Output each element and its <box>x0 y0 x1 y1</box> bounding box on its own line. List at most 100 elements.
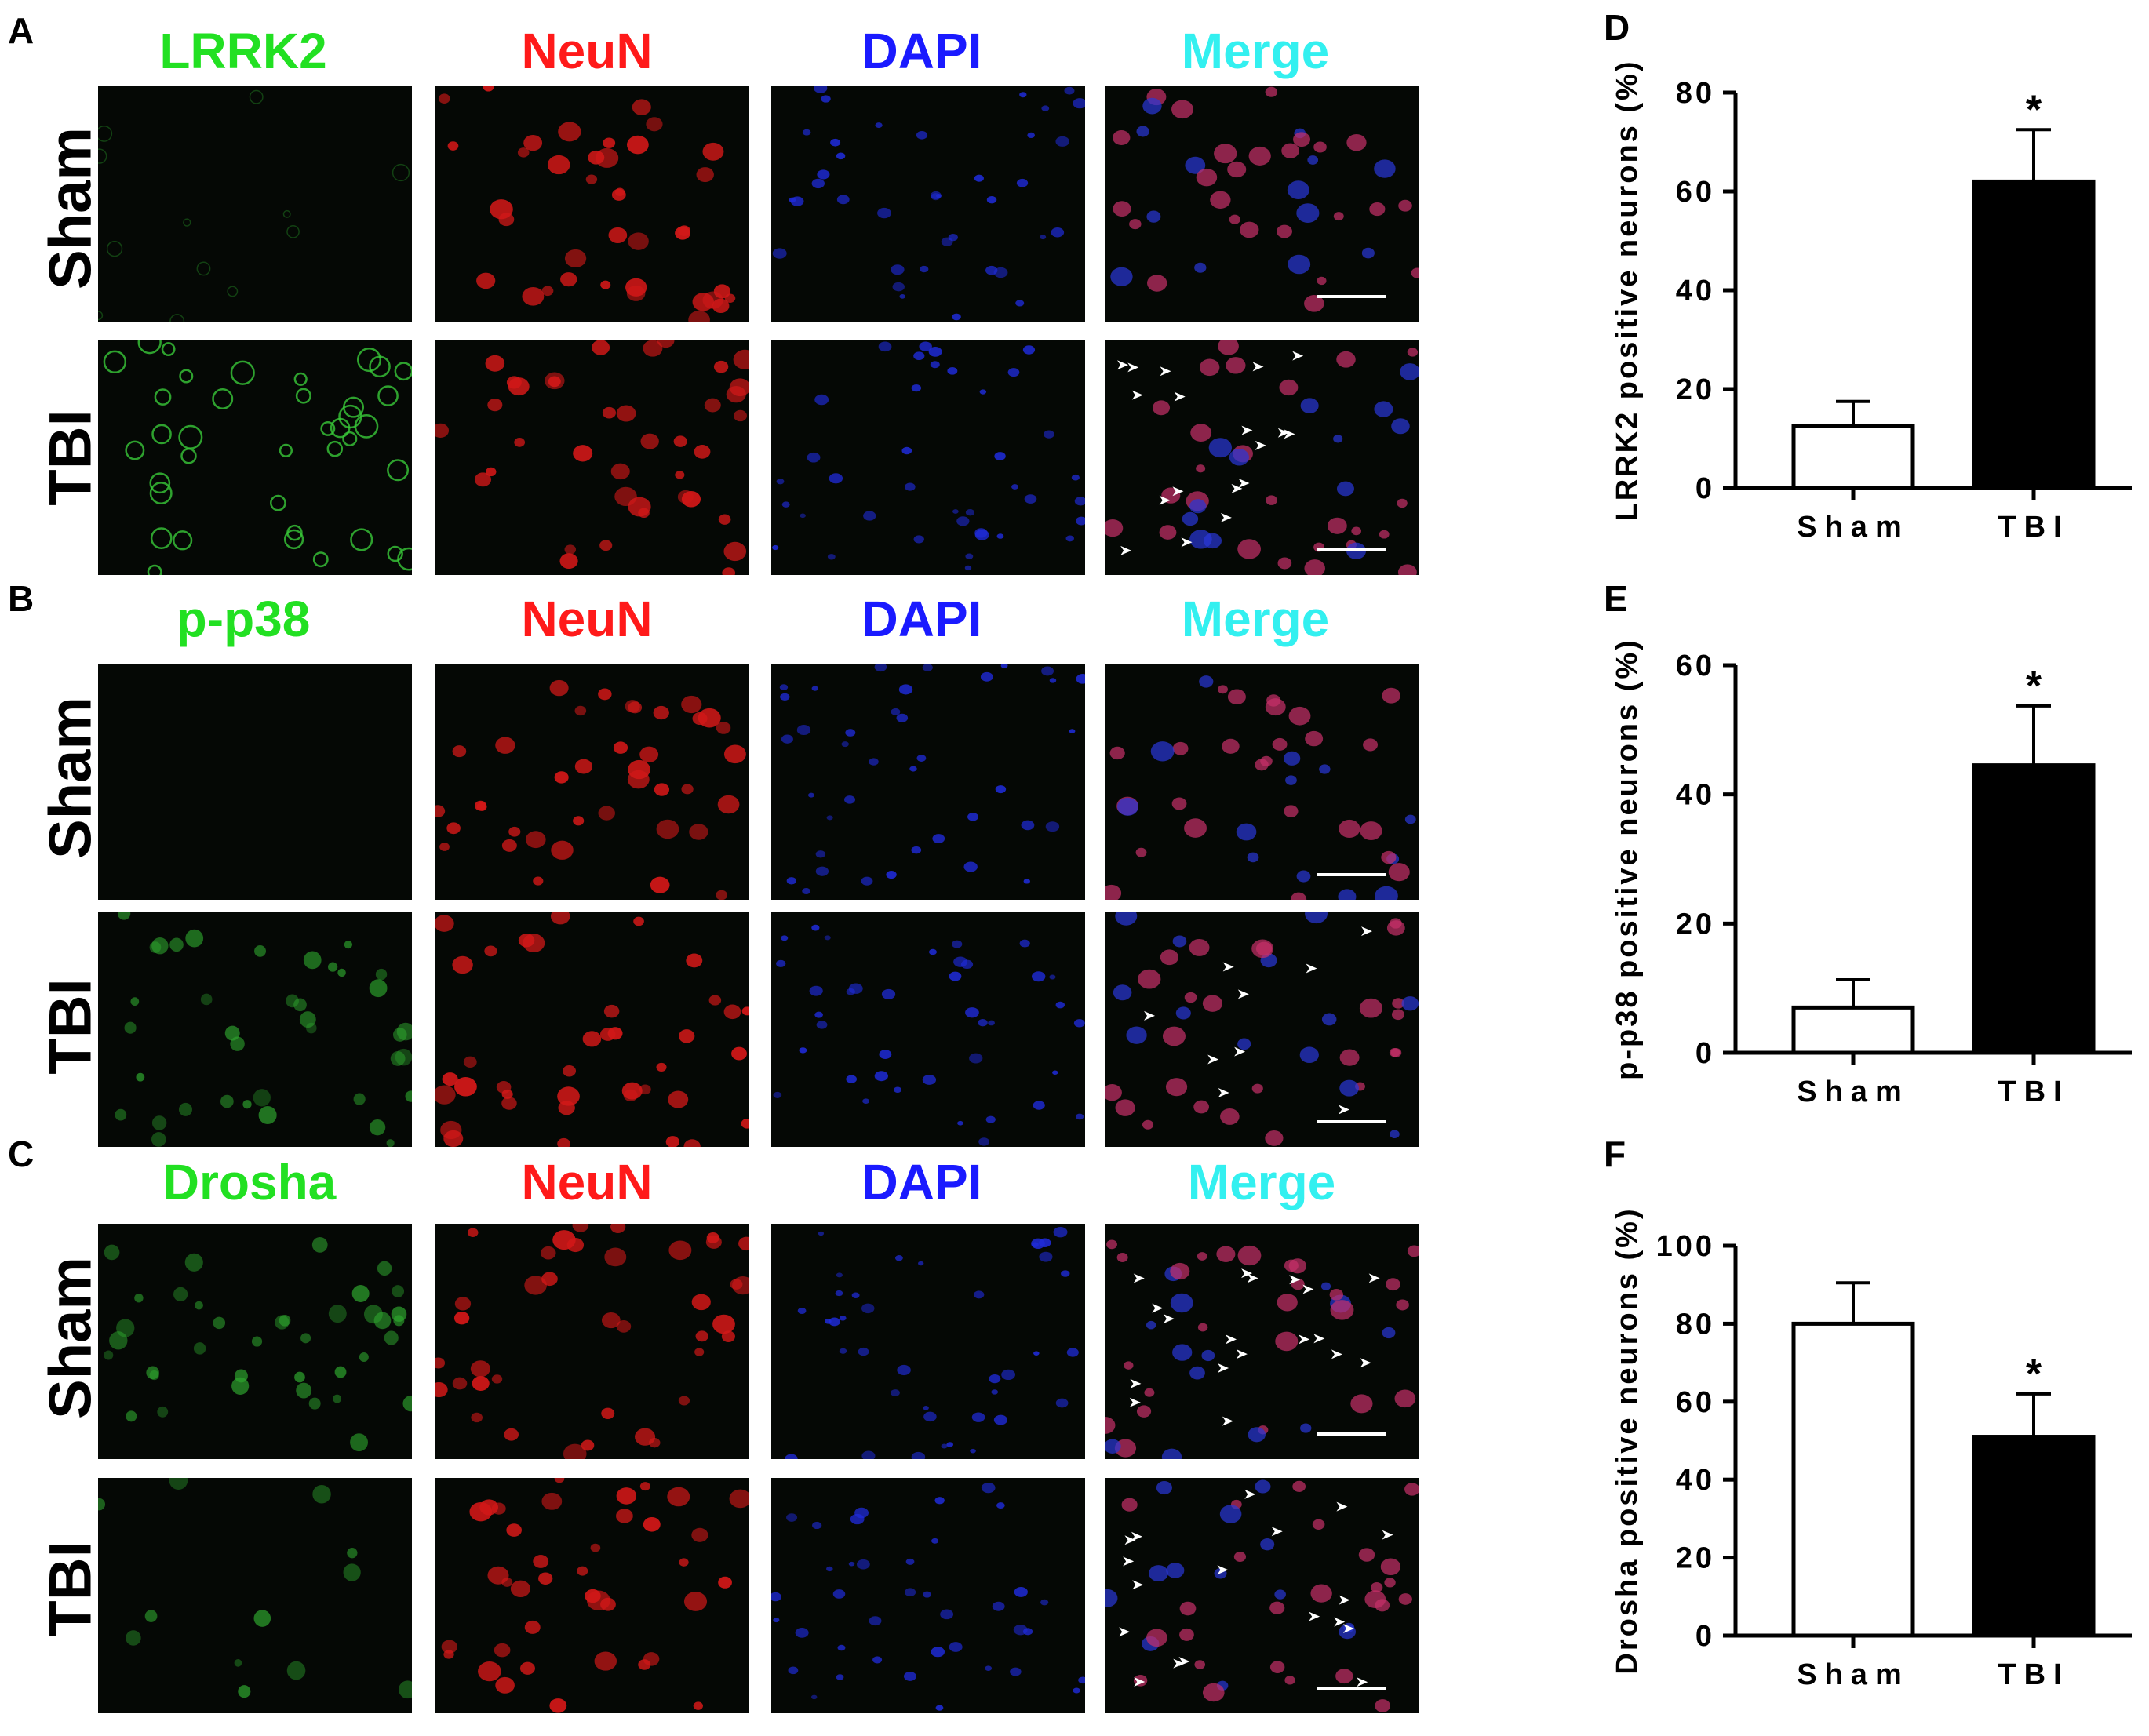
micrograph-cell <box>1022 345 1036 355</box>
micrograph-cell <box>781 734 793 744</box>
micrograph-cell <box>675 471 685 479</box>
micrograph-cell <box>377 385 399 406</box>
micrograph-cell <box>1124 1361 1134 1370</box>
micrograph-cell <box>179 369 194 384</box>
micrograph-cell <box>931 1538 939 1544</box>
micrograph-cell <box>200 993 213 1006</box>
micrograph-cell <box>1284 1259 1299 1272</box>
micrograph-cell <box>1285 775 1297 785</box>
micrograph-cell <box>1222 962 1234 972</box>
micrograph-cell <box>1330 1300 1354 1320</box>
micrograph-cell <box>932 834 945 843</box>
micrograph-cell <box>1302 1284 1314 1294</box>
micrograph-cell <box>956 516 970 526</box>
micrograph-cell <box>1252 362 1264 372</box>
micrograph-cell <box>673 435 687 447</box>
micrograph-cell <box>716 722 731 734</box>
micrograph-cell <box>234 1369 248 1383</box>
micrograph-cell <box>573 445 593 462</box>
micrograph-cell <box>796 724 811 736</box>
y-tick-label: 40 <box>1676 275 1715 308</box>
micrograph-cell <box>1110 267 1133 286</box>
micrograph-cell <box>643 1652 660 1666</box>
y-axis-label: LRRK2 positive neurons (%) <box>1611 60 1644 522</box>
micrograph-cell <box>98 311 104 321</box>
micrograph-cell <box>312 551 329 568</box>
micrograph-cell <box>919 341 932 351</box>
y-tick-label: 60 <box>1676 650 1715 682</box>
micrograph-cell <box>879 1050 892 1060</box>
micrograph-cell <box>435 423 450 438</box>
micrograph-cell <box>628 232 649 250</box>
micrograph-a-tbi-merge <box>1105 340 1419 575</box>
micrograph-cell <box>1165 1078 1188 1097</box>
micrograph-cell <box>971 1412 985 1422</box>
micrograph-cell <box>1309 1611 1320 1621</box>
micrograph-cell <box>1231 483 1243 493</box>
x-tick-label: TBI <box>1998 1075 2069 1108</box>
micrograph-cell <box>350 528 373 551</box>
micrograph-cell <box>988 1020 995 1026</box>
micrograph-cell <box>519 1661 535 1675</box>
micrograph-cell <box>786 1513 798 1522</box>
micrograph-cell <box>722 567 736 575</box>
micrograph-cell <box>1007 368 1020 377</box>
micrograph-cell <box>638 508 650 519</box>
micrograph-cell <box>779 684 789 691</box>
micrograph-texture <box>771 1482 1085 1711</box>
micrograph-cell <box>772 544 779 551</box>
micrograph-cell <box>320 420 336 436</box>
micrograph-cell <box>253 1610 271 1627</box>
micrograph-cell <box>691 1527 708 1542</box>
micrograph-cell <box>1055 136 1069 147</box>
micrograph-cell <box>1031 971 1046 982</box>
micrograph-cell <box>1160 949 1179 966</box>
micrograph-cell <box>814 86 828 93</box>
micrograph-texture <box>779 664 1085 894</box>
micrograph-cell <box>946 1442 954 1447</box>
micrograph-cell <box>616 1319 632 1333</box>
micrograph-cell <box>117 912 131 920</box>
bar-sham <box>1791 424 1915 490</box>
micrograph-cell <box>875 122 883 129</box>
micrograph-cell <box>1375 1699 1390 1712</box>
micrograph-cell <box>501 1578 513 1587</box>
micrograph-cell <box>1113 130 1131 146</box>
micrograph-cell <box>846 1075 858 1083</box>
micrograph-cell <box>1321 1013 1337 1026</box>
micrograph-cell <box>598 688 612 701</box>
micrograph-cell <box>649 1438 661 1448</box>
micrograph-cell <box>1130 1378 1142 1388</box>
micrograph-cell <box>632 99 651 115</box>
micrograph-cell <box>1342 1623 1354 1633</box>
micrograph-cell <box>1236 823 1257 841</box>
micrograph-c-tbi-drosha <box>98 1478 412 1713</box>
micrograph-cell <box>402 1396 412 1412</box>
micrograph-cell <box>931 193 941 201</box>
micrograph-cell <box>1313 141 1327 153</box>
micrograph-cell <box>1407 1245 1419 1257</box>
micrograph-cell <box>856 1559 870 1570</box>
micrograph-a-sham-dapi <box>771 86 1085 322</box>
micrograph-cell <box>702 142 724 161</box>
micrograph-cell <box>869 758 879 766</box>
micrograph-cell <box>491 1502 506 1515</box>
micrograph-a-sham-merge <box>1105 86 1419 322</box>
micrograph-cell <box>125 440 145 460</box>
micrograph-cell <box>814 394 829 406</box>
micrograph-cell <box>1217 1565 1229 1575</box>
stain-label-merge: Merge <box>1187 1154 1336 1210</box>
micrograph-cell <box>435 805 446 817</box>
micrograph-cell <box>861 876 873 886</box>
micrograph-cell <box>970 1448 976 1454</box>
micrograph-cell <box>839 1315 847 1321</box>
micrograph-texture <box>98 89 410 322</box>
micrograph-cell <box>275 1315 290 1330</box>
micrograph-cell <box>1289 1275 1301 1285</box>
micrograph-cell <box>1076 516 1085 526</box>
micrograph-cell <box>614 187 625 197</box>
micrograph-cell <box>1053 1226 1068 1238</box>
micrograph-cell <box>1073 1019 1085 1028</box>
micrograph-cell <box>989 1374 1001 1384</box>
micrograph-cell <box>227 286 239 297</box>
